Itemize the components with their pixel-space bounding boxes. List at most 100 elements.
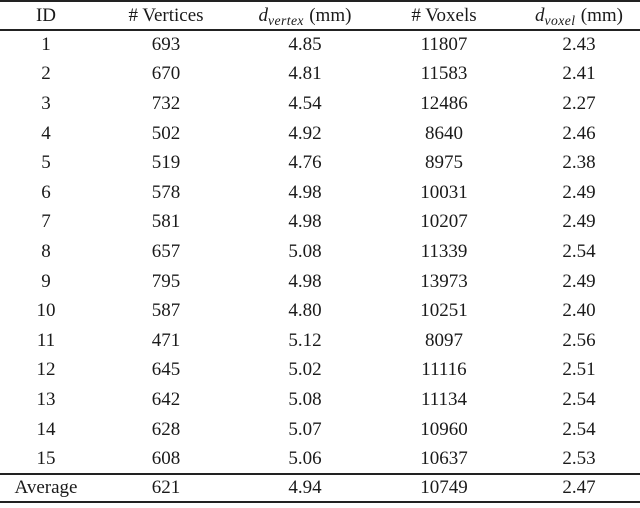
cell-num-voxels: 8097 [425, 329, 463, 351]
d-voxel-unit: (mm) [580, 4, 623, 26]
cell-num-voxels: 11134 [420, 388, 468, 410]
table-row: 12 645 5.02 11116 2.51 [0, 356, 640, 386]
cell-d-vertex: 4.85 [288, 34, 322, 56]
header-d-voxel: dvoxel (mm) [518, 1, 640, 30]
cell-d-voxel: 2.38 [562, 152, 596, 174]
cell-num-vertices: 628 [151, 418, 181, 440]
cell-num-vertices: 608 [151, 447, 181, 469]
cell-d-vertex: 4.98 [288, 270, 322, 292]
cell-num-vertices: 587 [151, 300, 181, 322]
table-row: 10 587 4.80 10251 2.40 [0, 296, 640, 326]
cell-num-voxels: 10960 [420, 418, 468, 440]
cell-id: 13 [36, 388, 56, 410]
cell-d-voxel: 2.46 [562, 122, 596, 144]
table-row: 15 608 5.06 10637 2.53 [0, 444, 640, 474]
cell-d-voxel: 2.49 [562, 181, 596, 203]
cell-id: 15 [36, 447, 56, 469]
cell-id: 2 [41, 63, 51, 85]
average-label: Average [14, 476, 78, 498]
d-vertex-symbol: d [258, 4, 269, 26]
header-d-vertex: dvertex (mm) [240, 1, 370, 30]
average-d-vertex: 4.94 [288, 476, 322, 498]
table-footer: Average 621 4.94 10749 2.47 [0, 473, 640, 502]
cell-id: 10 [36, 300, 56, 322]
header-num-voxels: # Voxels [411, 4, 477, 26]
d-vertex-unit: (mm) [309, 4, 352, 26]
table-row: 1 693 4.85 11807 2.43 [0, 30, 640, 60]
cell-num-voxels: 10251 [420, 300, 468, 322]
average-vertices: 621 [151, 476, 181, 498]
cell-d-vertex: 5.07 [288, 418, 322, 440]
cell-num-vertices: 645 [151, 359, 181, 381]
cell-num-voxels: 10207 [420, 211, 468, 233]
cell-d-vertex: 5.06 [288, 447, 322, 469]
cell-d-vertex: 4.98 [288, 181, 322, 203]
cell-id: 3 [41, 92, 51, 114]
d-voxel-subscript: voxel [544, 12, 576, 28]
table-row: 11 471 5.12 8097 2.56 [0, 326, 640, 356]
cell-num-vertices: 519 [151, 152, 181, 174]
cell-id: 14 [36, 418, 56, 440]
cell-id: 4 [41, 122, 51, 144]
cell-num-vertices: 471 [151, 329, 181, 351]
cell-num-voxels: 8975 [425, 152, 463, 174]
cell-d-vertex: 4.76 [288, 152, 322, 174]
cell-d-vertex: 4.92 [288, 122, 322, 144]
cell-d-voxel: 2.41 [562, 63, 596, 85]
average-d-voxel: 2.47 [562, 476, 596, 498]
cell-d-voxel: 2.54 [562, 418, 596, 440]
cell-d-voxel: 2.56 [562, 329, 596, 351]
cell-d-voxel: 2.27 [562, 92, 596, 114]
table-row: 9 795 4.98 13973 2.49 [0, 267, 640, 297]
d-voxel-symbol: d [535, 4, 545, 26]
cell-id: 7 [41, 211, 51, 233]
cell-id: 6 [41, 181, 51, 203]
cell-num-vertices: 502 [151, 122, 181, 144]
average-voxels: 10749 [420, 476, 468, 498]
cell-num-voxels: 11583 [420, 63, 468, 85]
table-row: 4 502 4.92 8640 2.46 [0, 119, 640, 149]
cell-num-vertices: 581 [151, 211, 181, 233]
cell-num-vertices: 670 [151, 63, 181, 85]
cell-d-voxel: 2.53 [562, 447, 596, 469]
cell-num-voxels: 11339 [420, 240, 468, 262]
cell-id: 5 [41, 152, 51, 174]
cell-num-vertices: 795 [151, 270, 181, 292]
cell-num-voxels: 12486 [420, 92, 468, 114]
cell-d-vertex: 4.98 [288, 211, 322, 233]
cell-d-vertex: 4.54 [288, 92, 322, 114]
cell-d-voxel: 2.51 [562, 359, 596, 381]
header-id: ID [35, 4, 57, 26]
cell-id: 9 [41, 270, 51, 292]
cell-num-vertices: 657 [151, 240, 181, 262]
cell-num-voxels: 8640 [425, 122, 463, 144]
header-row: ID # Vertices dvertex (mm) # Voxels dvoxe… [0, 1, 640, 30]
table-header: ID # Vertices dvertex (mm) # Voxels dvoxe… [0, 1, 640, 30]
cell-num-vertices: 732 [151, 92, 181, 114]
table-row: 2 670 4.81 11583 2.41 [0, 60, 640, 90]
cell-id: 12 [36, 359, 56, 381]
table-row: 6 578 4.98 10031 2.49 [0, 178, 640, 208]
cell-num-vertices: 642 [151, 388, 181, 410]
cell-num-voxels: 11116 [421, 359, 467, 381]
cell-d-voxel: 2.40 [562, 300, 596, 322]
cell-id: 1 [41, 34, 51, 56]
table-row: 14 628 5.07 10960 2.54 [0, 415, 640, 445]
average-row: Average 621 4.94 10749 2.47 [0, 473, 640, 502]
cell-d-voxel: 2.54 [562, 240, 596, 262]
table-row: 7 581 4.98 10207 2.49 [0, 208, 640, 238]
cell-id: 11 [36, 329, 56, 351]
d-vertex-subscript: vertex [268, 12, 304, 28]
table-row: 5 519 4.76 8975 2.38 [0, 148, 640, 178]
cell-d-vertex: 5.08 [288, 388, 322, 410]
cell-id: 8 [41, 240, 51, 262]
cell-d-vertex: 5.12 [288, 329, 322, 351]
cell-num-voxels: 11807 [420, 34, 468, 56]
cell-d-vertex: 4.80 [288, 300, 322, 322]
cell-num-vertices: 578 [151, 181, 181, 203]
cell-d-vertex: 5.02 [288, 359, 322, 381]
cell-d-voxel: 2.43 [562, 34, 596, 56]
cell-d-voxel: 2.54 [562, 388, 596, 410]
